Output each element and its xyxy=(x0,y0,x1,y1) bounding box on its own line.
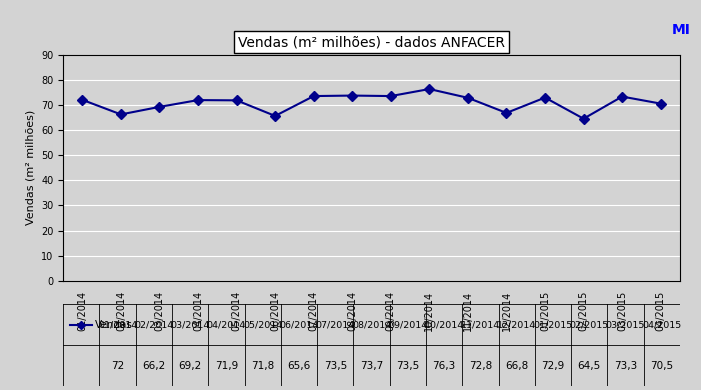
Text: 71,8: 71,8 xyxy=(251,361,274,370)
Text: 01/2014: 01/2014 xyxy=(98,320,137,329)
Text: 65,6: 65,6 xyxy=(287,361,311,370)
Text: 05/2014: 05/2014 xyxy=(243,320,283,329)
Text: 66,2: 66,2 xyxy=(142,361,165,370)
Text: 12/2014: 12/2014 xyxy=(497,320,536,329)
Text: 02/2014: 02/2014 xyxy=(134,320,173,329)
Text: 03/2015: 03/2015 xyxy=(606,320,645,329)
Text: 03/2014: 03/2014 xyxy=(170,320,210,329)
Text: 07/2014: 07/2014 xyxy=(315,320,355,329)
Text: 08/2014: 08/2014 xyxy=(352,320,391,329)
Text: 72: 72 xyxy=(111,361,124,370)
Text: 73,7: 73,7 xyxy=(360,361,383,370)
Text: 04/2015: 04/2015 xyxy=(642,320,681,329)
Text: 06/2014: 06/2014 xyxy=(279,320,318,329)
Text: 66,8: 66,8 xyxy=(505,361,529,370)
Text: 09/2014: 09/2014 xyxy=(388,320,428,329)
Text: 76,3: 76,3 xyxy=(433,361,456,370)
Text: 11/2014: 11/2014 xyxy=(461,320,500,329)
Text: 04/2014: 04/2014 xyxy=(207,320,246,329)
Text: 64,5: 64,5 xyxy=(578,361,601,370)
Text: Vendas: Vendas xyxy=(95,320,132,330)
Text: 71,9: 71,9 xyxy=(215,361,238,370)
Text: 01/2015: 01/2015 xyxy=(533,320,573,329)
Y-axis label: Vendas (m² milhões): Vendas (m² milhões) xyxy=(25,110,36,225)
Title: Vendas (m² milhões) - dados ANFACER: Vendas (m² milhões) - dados ANFACER xyxy=(238,35,505,49)
Text: 10/2014: 10/2014 xyxy=(425,320,464,329)
Text: 72,9: 72,9 xyxy=(541,361,564,370)
Text: 02/2015: 02/2015 xyxy=(570,320,609,329)
Text: MI: MI xyxy=(672,23,690,37)
Text: 73,5: 73,5 xyxy=(324,361,347,370)
Text: 69,2: 69,2 xyxy=(179,361,202,370)
Text: 73,3: 73,3 xyxy=(614,361,637,370)
Text: 72,8: 72,8 xyxy=(469,361,492,370)
Text: 73,5: 73,5 xyxy=(396,361,419,370)
Text: 70,5: 70,5 xyxy=(651,361,674,370)
